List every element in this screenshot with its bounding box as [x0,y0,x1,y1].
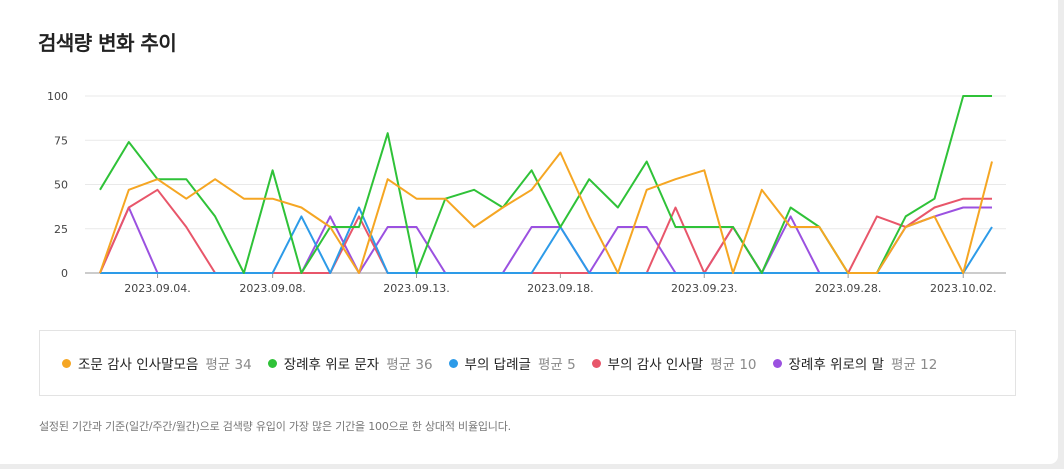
chart-legend: 조문 감사 인사말모음 평균 34 장례후 위로 문자 평균 36 부의 답례글… [39,330,1016,396]
legend-dot-icon [772,358,782,368]
x-tick-label: 2023.09.08. [239,282,305,295]
y-axis: 0 25 50 75 100 [47,90,68,280]
legend-dot-icon [448,358,458,368]
y-tick-label: 0 [61,267,68,280]
legend-label: 장례후 위로의 말 [788,357,885,373]
legend-average: 평균 5 [537,357,576,373]
x-tick-label: 2023.09.04. [124,282,190,295]
x-axis: 2023.09.04. 2023.09.08. 2023.09.13. 2023.09… [124,273,996,295]
y-tick-label: 75 [54,134,68,147]
y-tick-label: 50 [54,179,68,192]
legend-item[interactable]: 부의 답례글 평균 5 [448,353,576,373]
series-line [99,188,992,274]
legend-average: 평균 36 [386,357,433,373]
legend-item[interactable]: 부의 감사 인사말 평균 10 [591,353,757,373]
legend-average: 평균 34 [205,357,252,373]
legend-label: 부의 감사 인사말 [607,357,704,373]
x-tick-label: 2023.09.28. [815,282,881,295]
legend-item[interactable]: 조문 감사 인사말모음 평균 34 [62,353,252,373]
footnote: 설정된 기간과 기준(일간/주간/월간)으로 검색량 유입이 가장 많은 기간을… [39,420,511,433]
x-tick-label: 2023.09.18. [527,282,593,295]
legend-dot-icon [62,358,71,368]
legend-average: 평균 12 [891,357,938,373]
legend-average: 평균 10 [710,357,757,373]
y-tick-label: 100 [47,90,68,103]
y-tick-label: 25 [54,223,68,236]
x-tick-label: 2023.09.13. [383,282,449,295]
legend-label: 부의 답례글 [464,357,531,373]
chart-series [99,95,993,274]
legend-dot-icon [267,358,277,368]
series-line [99,206,992,274]
series-line [100,206,993,274]
page-title: 검색량 변화 추이 [38,31,177,55]
x-tick-label: 2023.10.02. [930,282,996,295]
x-tick-label: 2023.09.23. [671,282,737,295]
series-line [99,151,993,274]
legend-item[interactable]: 장례후 위로 문자 평균 36 [267,353,433,373]
legend-label: 장례후 위로 문자 [283,357,380,373]
legend-dot-icon [591,358,601,368]
legend-item[interactable]: 장례후 위로의 말 평균 12 [772,353,938,373]
legend-label: 조문 감사 인사말모음 [78,357,199,373]
